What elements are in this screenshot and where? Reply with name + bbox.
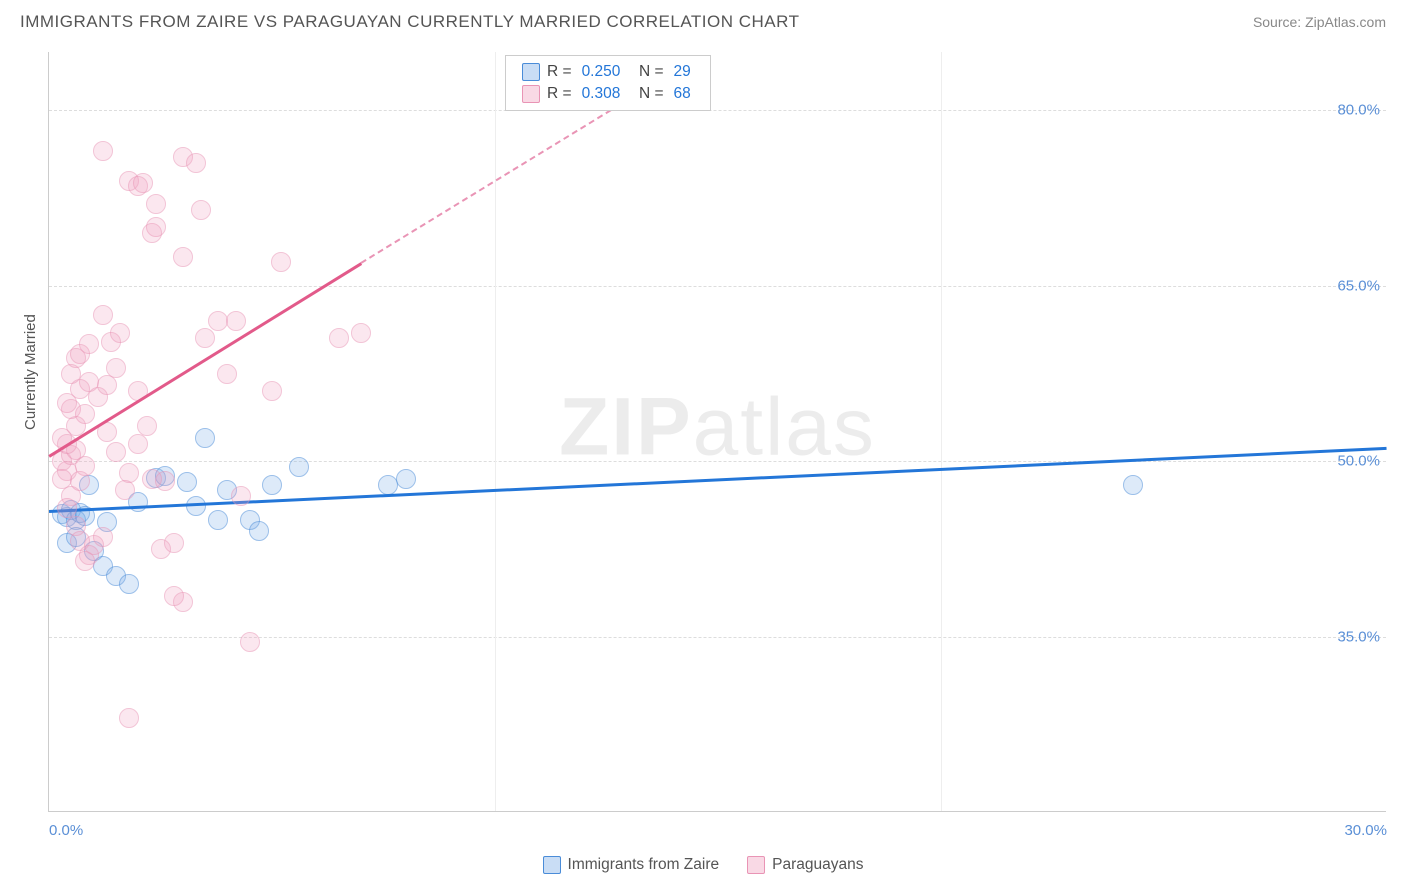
scatter-point bbox=[177, 472, 197, 492]
stats-r-label: R = bbox=[547, 63, 572, 81]
ytick-label: 50.0% bbox=[1337, 453, 1380, 470]
gridline bbox=[49, 286, 1386, 287]
gridline bbox=[495, 52, 496, 811]
scatter-point bbox=[1123, 475, 1143, 495]
legend-swatch-pink bbox=[747, 856, 765, 874]
scatter-point bbox=[93, 141, 113, 161]
stats-r-value: 0.250 bbox=[582, 63, 621, 81]
stats-box: R = 0.250 N = 29R = 0.308 N = 68 bbox=[505, 55, 711, 111]
scatter-point bbox=[119, 708, 139, 728]
stats-n-value: 68 bbox=[674, 85, 691, 103]
scatter-point bbox=[271, 252, 291, 272]
legend-swatch-blue bbox=[543, 856, 561, 874]
stats-r-label: R = bbox=[547, 85, 572, 103]
gridline bbox=[49, 461, 1386, 462]
legend-label: Immigrants from Zaire bbox=[568, 856, 720, 874]
scatter-point bbox=[119, 574, 139, 594]
scatter-point bbox=[249, 521, 269, 541]
scatter-point bbox=[79, 334, 99, 354]
scatter-point bbox=[106, 442, 126, 462]
scatter-point bbox=[110, 323, 130, 343]
scatter-point bbox=[173, 247, 193, 267]
trend-line bbox=[49, 447, 1387, 513]
xtick-label: 0.0% bbox=[49, 822, 83, 839]
scatter-point bbox=[231, 486, 251, 506]
scatter-point bbox=[195, 428, 215, 448]
scatter-point bbox=[351, 323, 371, 343]
scatter-point bbox=[155, 471, 175, 491]
stats-n-label: N = bbox=[630, 63, 663, 81]
scatter-point bbox=[208, 510, 228, 530]
stats-r-value: 0.308 bbox=[582, 85, 621, 103]
stats-row: R = 0.250 N = 29 bbox=[522, 61, 694, 83]
scatter-point bbox=[146, 194, 166, 214]
scatter-point bbox=[191, 200, 211, 220]
gridline bbox=[941, 52, 942, 811]
y-axis-label: Currently Married bbox=[22, 314, 39, 430]
watermark: ZIPatlas bbox=[559, 380, 876, 474]
ytick-label: 35.0% bbox=[1337, 628, 1380, 645]
scatter-chart: ZIPatlas 35.0%50.0%65.0%80.0%0.0%30.0% bbox=[48, 52, 1386, 812]
stats-n-label: N = bbox=[630, 85, 663, 103]
scatter-point bbox=[226, 311, 246, 331]
stats-swatch bbox=[522, 85, 540, 103]
chart-header: IMMIGRANTS FROM ZAIRE VS PARAGUAYAN CURR… bbox=[0, 0, 1406, 40]
scatter-point bbox=[262, 475, 282, 495]
gridline bbox=[49, 110, 1386, 111]
scatter-point bbox=[146, 217, 166, 237]
stats-row: R = 0.308 N = 68 bbox=[522, 83, 694, 105]
xtick-label: 30.0% bbox=[1344, 822, 1387, 839]
scatter-point bbox=[97, 375, 117, 395]
scatter-point bbox=[329, 328, 349, 348]
scatter-point bbox=[106, 358, 126, 378]
scatter-point bbox=[240, 632, 260, 652]
scatter-point bbox=[262, 381, 282, 401]
scatter-point bbox=[75, 551, 95, 571]
scatter-point bbox=[115, 480, 135, 500]
chart-legend: Immigrants from Zaire Paraguayans bbox=[0, 856, 1406, 874]
scatter-point bbox=[93, 305, 113, 325]
scatter-point bbox=[93, 527, 113, 547]
ytick-label: 80.0% bbox=[1337, 102, 1380, 119]
scatter-point bbox=[137, 416, 157, 436]
scatter-point bbox=[289, 457, 309, 477]
scatter-point bbox=[217, 364, 237, 384]
stats-n-value: 29 bbox=[674, 63, 691, 81]
scatter-point bbox=[128, 434, 148, 454]
scatter-point bbox=[164, 533, 184, 553]
ytick-label: 65.0% bbox=[1337, 277, 1380, 294]
stats-swatch bbox=[522, 63, 540, 81]
scatter-point bbox=[186, 153, 206, 173]
legend-item-paraguayans: Paraguayans bbox=[747, 856, 863, 874]
legend-label: Paraguayans bbox=[772, 856, 863, 874]
chart-title: IMMIGRANTS FROM ZAIRE VS PARAGUAYAN CURR… bbox=[20, 12, 799, 32]
legend-item-zaire: Immigrants from Zaire bbox=[543, 856, 720, 874]
scatter-point bbox=[195, 328, 215, 348]
scatter-point bbox=[396, 469, 416, 489]
scatter-point bbox=[133, 173, 153, 193]
scatter-point bbox=[75, 404, 95, 424]
chart-source: Source: ZipAtlas.com bbox=[1253, 14, 1386, 30]
scatter-point bbox=[75, 456, 95, 476]
scatter-point bbox=[164, 586, 184, 606]
